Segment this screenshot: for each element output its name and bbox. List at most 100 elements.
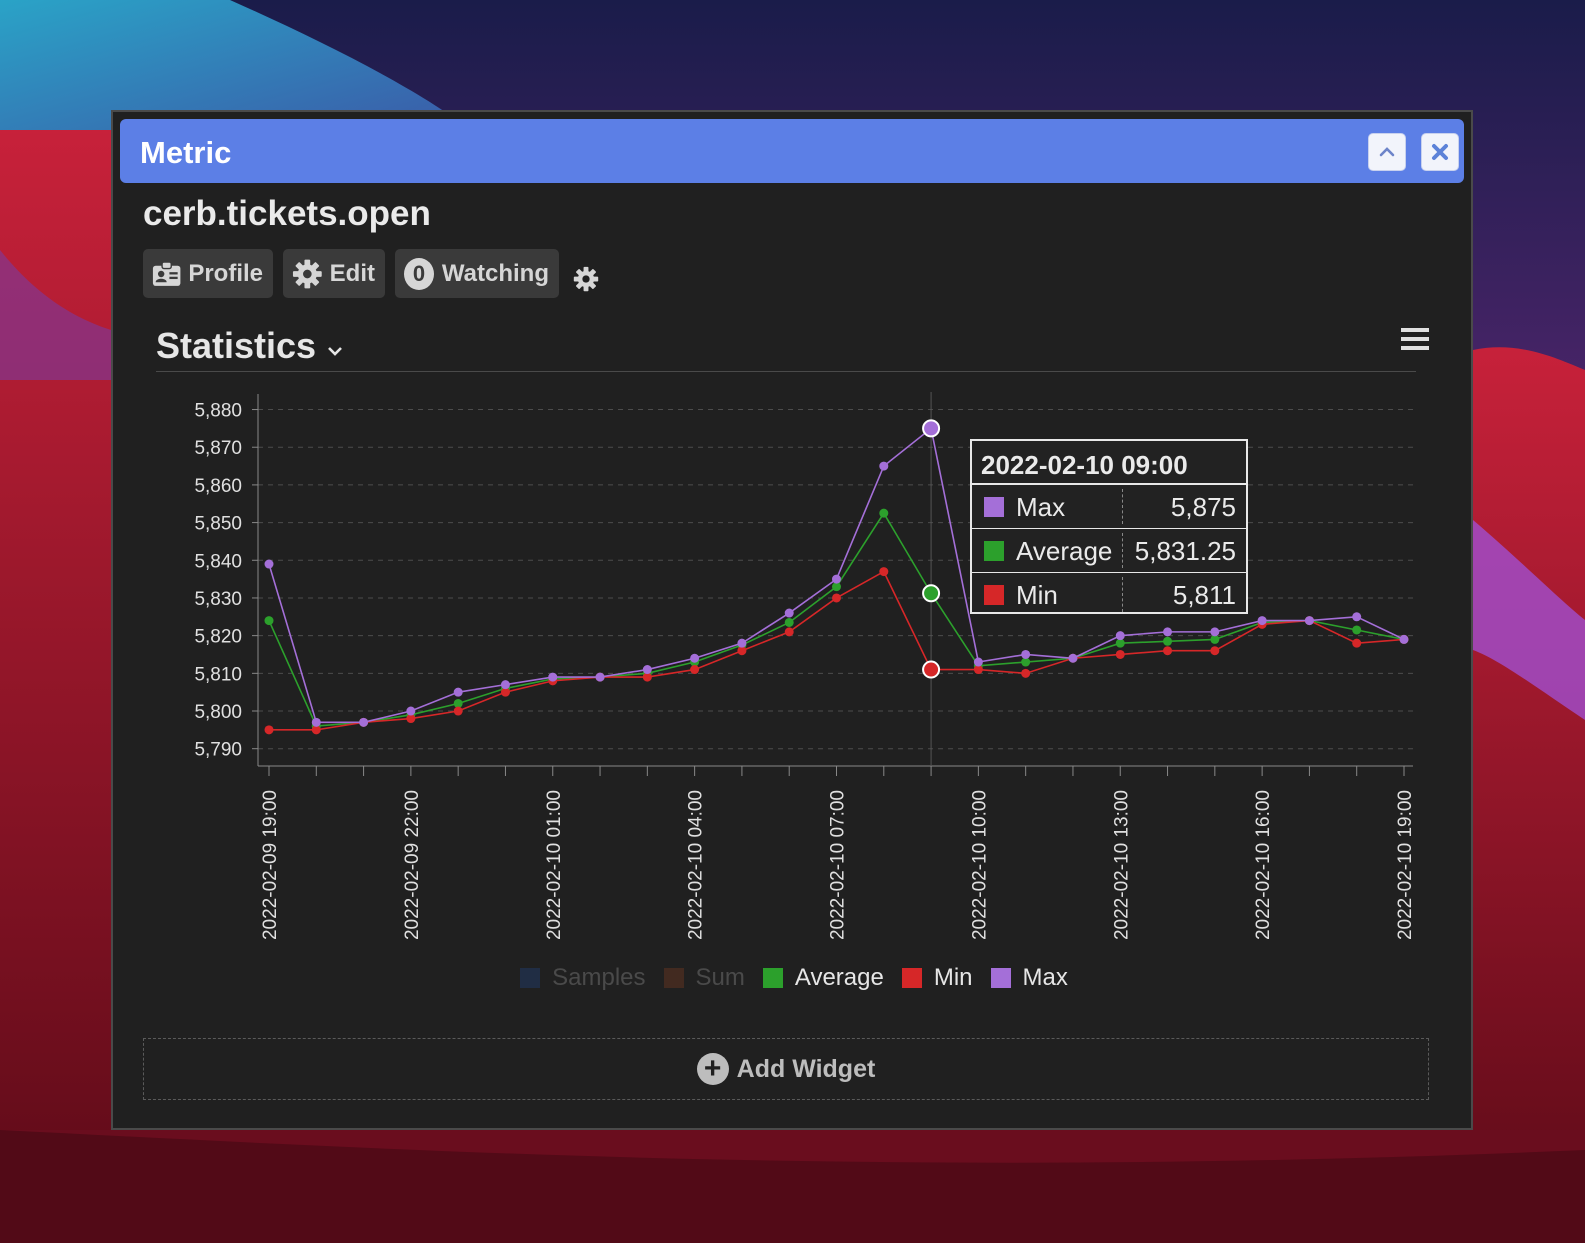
data-point-max bbox=[832, 574, 841, 584]
data-point-average bbox=[1163, 636, 1173, 646]
data-point-max bbox=[359, 717, 369, 727]
data-point-max bbox=[973, 657, 983, 667]
x-tick-label: 2022-02-10 16:00 bbox=[1253, 790, 1274, 940]
tooltip-name-average: Average bbox=[1016, 536, 1113, 566]
profile-button[interactable]: Profile bbox=[143, 249, 273, 298]
x-tick-label: 2022-02-09 22:00 bbox=[402, 790, 423, 940]
data-point-average bbox=[1021, 657, 1031, 667]
tooltip-title: 2022-02-10 09:00 bbox=[972, 441, 1246, 485]
data-point-min bbox=[406, 714, 416, 724]
data-point-max bbox=[406, 706, 416, 716]
hamburger-menu-icon[interactable] bbox=[1401, 327, 1429, 351]
profile-label: Profile bbox=[188, 259, 263, 287]
watchers-count-badge: 0 bbox=[404, 257, 434, 290]
close-icon bbox=[1432, 144, 1448, 160]
settings-gear-icon[interactable] bbox=[573, 266, 599, 292]
legend-item-max[interactable]: Max bbox=[990, 964, 1068, 992]
data-point-max bbox=[879, 461, 889, 471]
legend-item-samples[interactable]: Samples bbox=[520, 964, 646, 992]
data-point-min bbox=[453, 706, 463, 716]
data-point-average bbox=[264, 616, 274, 626]
close-button[interactable] bbox=[1421, 133, 1459, 171]
tooltip-value-max: 5,875 bbox=[1170, 492, 1236, 522]
data-point-min bbox=[1210, 646, 1220, 656]
tab-divider bbox=[156, 371, 1416, 372]
y-tick-label: 5,860 bbox=[194, 476, 242, 497]
data-point-min bbox=[642, 672, 652, 682]
y-tick-label: 5,830 bbox=[194, 589, 242, 610]
data-point-min bbox=[264, 725, 274, 735]
window-title: Metric bbox=[140, 135, 232, 170]
legend-swatch-samples bbox=[520, 968, 541, 988]
data-point-max bbox=[595, 672, 605, 682]
legend-label-min: Min bbox=[933, 964, 973, 991]
legend-label-average: Average bbox=[794, 964, 884, 991]
data-point-average bbox=[453, 698, 463, 708]
highlight-point-min bbox=[922, 660, 941, 679]
data-point-max bbox=[311, 717, 321, 727]
y-tick-label: 5,810 bbox=[194, 664, 242, 685]
x-tick-label: 2022-02-10 01:00 bbox=[544, 790, 565, 940]
data-point-max bbox=[1399, 634, 1409, 644]
data-point-min bbox=[784, 627, 794, 637]
x-tick-label: 2022-02-10 19:00 bbox=[1395, 790, 1416, 940]
edit-label: Edit bbox=[329, 259, 375, 287]
data-point-min bbox=[879, 567, 889, 577]
chart-legend: Samples Sum Average Min Max bbox=[113, 964, 1475, 992]
record-name: cerb.tickets.open bbox=[143, 194, 431, 233]
x-tick-label: 2022-02-10 13:00 bbox=[1111, 790, 1132, 940]
data-point-average bbox=[1115, 638, 1125, 648]
data-point-max bbox=[453, 687, 463, 697]
data-point-min bbox=[1352, 638, 1362, 648]
edit-button[interactable]: Edit bbox=[283, 249, 385, 298]
metric-window: Metric cerb.tickets.open Profile bbox=[111, 110, 1473, 1130]
y-tick-label: 5,840 bbox=[194, 551, 242, 572]
x-tick-label: 2022-02-09 19:00 bbox=[260, 790, 281, 940]
tab-statistics[interactable]: Statistics bbox=[156, 325, 344, 367]
data-point-average bbox=[784, 617, 794, 627]
tooltip-value-average: 5,831.25 bbox=[1134, 536, 1236, 566]
data-point-max bbox=[642, 665, 652, 675]
data-point-min bbox=[1115, 649, 1125, 659]
tooltip-name-max: Max bbox=[1016, 492, 1066, 522]
data-point-min bbox=[737, 646, 747, 656]
collapse-button[interactable] bbox=[1368, 133, 1406, 171]
x-tick-label: 2022-02-10 04:00 bbox=[686, 790, 707, 940]
tab-statistics-label: Statistics bbox=[156, 325, 317, 366]
x-tick-label: 2022-02-10 10:00 bbox=[969, 790, 990, 940]
data-point-max bbox=[784, 608, 794, 618]
legend-label-max: Max bbox=[1022, 964, 1068, 991]
legend-item-sum[interactable]: Sum bbox=[663, 964, 745, 992]
plus-circle-icon: + bbox=[696, 1052, 729, 1085]
data-point-min bbox=[690, 665, 700, 675]
data-point-min bbox=[311, 725, 321, 735]
data-point-min bbox=[500, 687, 510, 697]
tooltip-swatch-min bbox=[984, 585, 1004, 605]
legend-item-average[interactable]: Average bbox=[762, 964, 884, 992]
data-point-average bbox=[1210, 634, 1220, 644]
window-titlebar: Metric bbox=[120, 119, 1464, 183]
add-widget-button[interactable]: + Add Widget bbox=[143, 1038, 1429, 1100]
y-tick-label: 5,800 bbox=[194, 702, 242, 723]
data-point-max bbox=[1210, 627, 1220, 637]
data-point-min bbox=[1163, 646, 1173, 656]
data-point-min bbox=[1021, 668, 1031, 678]
tooltip-value-min: 5,811 bbox=[1172, 580, 1236, 610]
chevron-down-icon bbox=[328, 347, 342, 356]
data-point-average bbox=[1352, 625, 1362, 635]
legend-item-min[interactable]: Min bbox=[901, 964, 973, 992]
legend-swatch-sum bbox=[663, 968, 684, 988]
chevron-up-icon bbox=[1379, 147, 1395, 157]
data-point-max bbox=[1257, 616, 1267, 626]
y-tick-label: 5,880 bbox=[194, 401, 242, 422]
y-tick-label: 5,790 bbox=[194, 740, 242, 761]
y-tick-label: 5,850 bbox=[194, 514, 242, 535]
data-point-min bbox=[973, 665, 983, 675]
data-point-average bbox=[879, 508, 889, 518]
data-point-max bbox=[548, 672, 558, 682]
data-point-max bbox=[1068, 653, 1078, 663]
data-point-max bbox=[264, 559, 274, 569]
tooltip-row-min: Min 5,811 bbox=[972, 573, 1246, 616]
add-widget-label: Add Widget bbox=[736, 1054, 876, 1083]
watching-button[interactable]: 0 Watching bbox=[395, 249, 559, 298]
